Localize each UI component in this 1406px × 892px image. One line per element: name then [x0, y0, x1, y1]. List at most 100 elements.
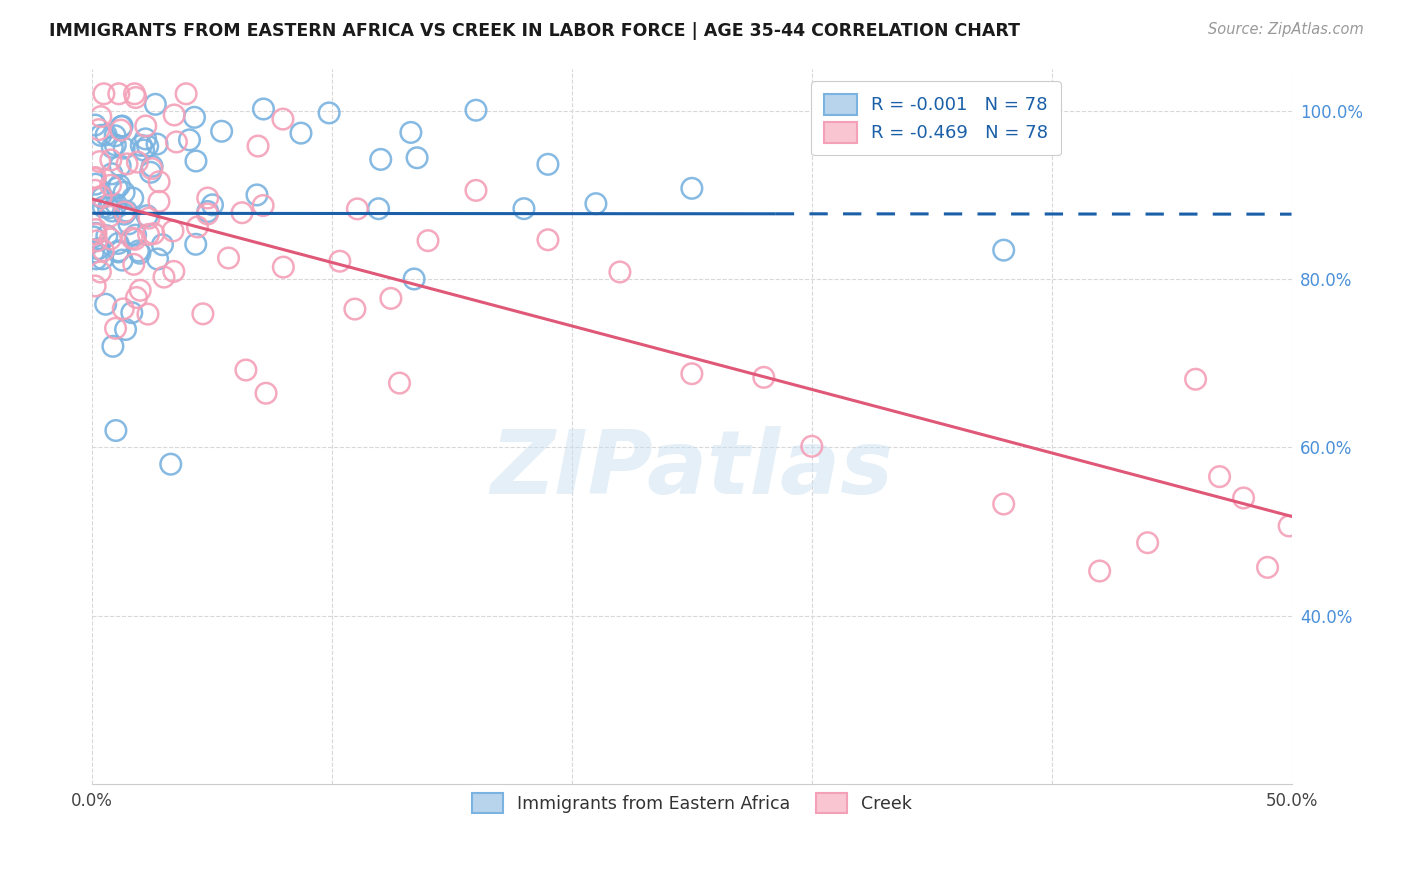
- Point: [110, 120, 132, 134]
- Point: [1208, 469, 1230, 483]
- Point: [218, 251, 240, 265]
- Point: [1257, 560, 1279, 574]
- Point: [163, 264, 186, 278]
- Point: [162, 224, 184, 238]
- Point: [1184, 372, 1206, 386]
- Point: [87, 122, 110, 136]
- Point: [125, 90, 148, 104]
- Point: [107, 87, 129, 101]
- Point: [100, 232, 122, 246]
- Point: [197, 207, 219, 221]
- Point: [107, 244, 129, 258]
- Point: [163, 108, 186, 122]
- Point: [132, 143, 155, 157]
- Point: [148, 175, 170, 189]
- Point: [100, 197, 122, 211]
- Point: [370, 153, 392, 167]
- Point: [84, 177, 107, 191]
- Point: [101, 339, 124, 353]
- Point: [235, 363, 257, 377]
- Point: [89, 154, 111, 169]
- Point: [585, 196, 607, 211]
- Point: [100, 178, 122, 193]
- Point: [84, 227, 107, 241]
- Point: [118, 217, 141, 231]
- Point: [121, 231, 143, 245]
- Point: [146, 137, 169, 152]
- Point: [186, 219, 208, 234]
- Point: [537, 233, 560, 247]
- Point: [254, 386, 277, 401]
- Point: [124, 87, 146, 101]
- Point: [90, 189, 112, 203]
- Point: [153, 270, 176, 285]
- Point: [90, 128, 112, 143]
- Point: [136, 307, 159, 321]
- Point: [104, 424, 127, 438]
- Point: [112, 186, 135, 200]
- Point: [465, 103, 488, 118]
- Point: [86, 252, 108, 266]
- Point: [84, 227, 107, 241]
- Point: [108, 159, 131, 173]
- Point: [83, 171, 105, 186]
- Point: [184, 153, 207, 168]
- Point: [87, 242, 110, 256]
- Point: [93, 244, 115, 258]
- Point: [148, 194, 170, 209]
- Point: [388, 376, 411, 390]
- Point: [138, 227, 160, 242]
- Point: [152, 237, 174, 252]
- Point: [136, 139, 159, 153]
- Point: [129, 138, 152, 153]
- Point: [191, 307, 214, 321]
- Point: [105, 181, 128, 195]
- Point: [139, 165, 162, 179]
- Point: [211, 124, 233, 138]
- Point: [101, 167, 124, 181]
- Point: [135, 132, 157, 146]
- Point: [800, 439, 823, 453]
- Point: [271, 112, 294, 127]
- Point: [125, 291, 148, 305]
- Point: [993, 497, 1015, 511]
- Point: [105, 197, 128, 211]
- Point: [159, 457, 181, 471]
- Point: [609, 265, 631, 279]
- Point: [84, 279, 107, 293]
- Y-axis label: In Labor Force | Age 35-44: In Labor Force | Age 35-44: [0, 317, 8, 536]
- Point: [138, 211, 160, 226]
- Point: [231, 205, 253, 219]
- Point: [112, 301, 135, 316]
- Point: [346, 202, 368, 216]
- Point: [329, 254, 352, 268]
- Point: [84, 183, 107, 197]
- Point: [94, 128, 117, 142]
- Point: [115, 157, 138, 171]
- Point: [129, 246, 152, 260]
- Point: [183, 111, 205, 125]
- Point: [184, 237, 207, 252]
- Point: [380, 292, 402, 306]
- Point: [246, 188, 269, 202]
- Point: [82, 245, 104, 260]
- Point: [141, 159, 163, 173]
- Point: [197, 191, 219, 205]
- Text: IMMIGRANTS FROM EASTERN AFRICA VS CREEK IN LABOR FORCE | AGE 35-44 CORRELATION C: IMMIGRANTS FROM EASTERN AFRICA VS CREEK …: [49, 22, 1021, 40]
- Point: [121, 191, 143, 205]
- Point: [404, 272, 426, 286]
- Point: [93, 200, 115, 214]
- Point: [993, 243, 1015, 257]
- Point: [91, 191, 114, 205]
- Point: [141, 161, 163, 176]
- Point: [91, 252, 114, 266]
- Point: [104, 137, 127, 152]
- Point: [108, 178, 131, 193]
- Point: [513, 202, 536, 216]
- Point: [93, 87, 115, 101]
- Point: [114, 322, 136, 336]
- Point: [111, 253, 134, 268]
- Point: [146, 252, 169, 266]
- Point: [247, 139, 270, 153]
- Point: [681, 181, 703, 195]
